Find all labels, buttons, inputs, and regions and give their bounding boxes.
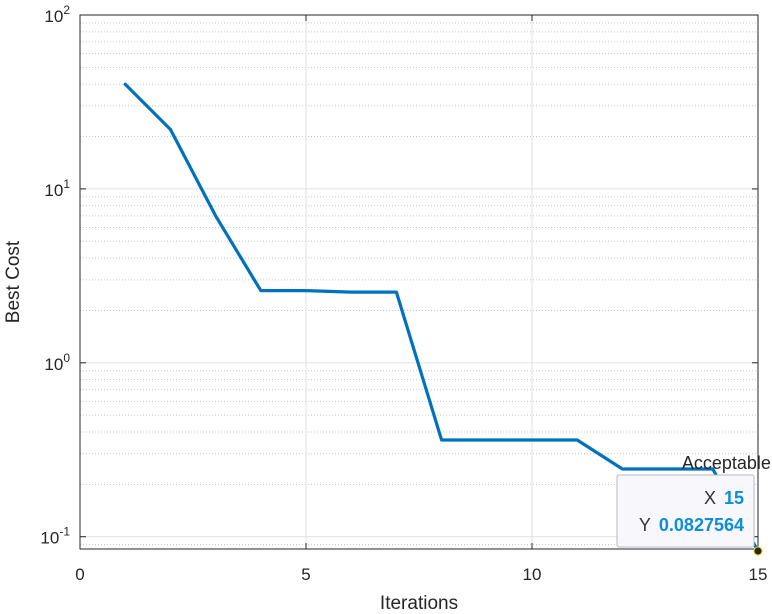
x-axis-label: Iterations <box>380 593 458 614</box>
x-tick-label: 10 <box>523 565 542 584</box>
y-tick-label: 101 <box>44 177 70 200</box>
series-layer <box>123 82 760 553</box>
y-tick-label: 102 <box>44 3 70 26</box>
datatip-x-row: X 15 <box>704 488 744 508</box>
y-tick-label: 100 <box>44 351 70 374</box>
datatip-box <box>616 474 755 548</box>
datatip[interactable]: X 15 Y 0.0827564 <box>616 474 755 548</box>
acceptable-annotation: Acceptable <box>682 453 771 473</box>
datatip-y-key: Y <box>639 515 651 535</box>
x-ticks: 0 5 10 15 <box>75 15 767 584</box>
datatip-marker[interactable] <box>753 546 763 556</box>
axes-box <box>79 14 759 550</box>
y-axis-label: Best Cost <box>3 240 24 323</box>
minor-grid <box>80 22 758 546</box>
datatip-x-value: 15 <box>724 488 744 508</box>
y-ticks: 10-1 100 101 102 <box>40 3 758 548</box>
x-tick-label: 15 <box>749 565 768 584</box>
axes-background <box>80 15 758 549</box>
datatip-x-key: X <box>704 488 716 508</box>
datatip-y-value: 0.0827564 <box>659 515 744 535</box>
x-tick-label: 5 <box>301 565 310 584</box>
x-tick-label: 0 <box>75 565 84 584</box>
datatip-y-row: Y 0.0827564 <box>639 515 744 535</box>
best-cost-line <box>123 82 760 553</box>
y-tick-label: 10-1 <box>40 525 70 548</box>
